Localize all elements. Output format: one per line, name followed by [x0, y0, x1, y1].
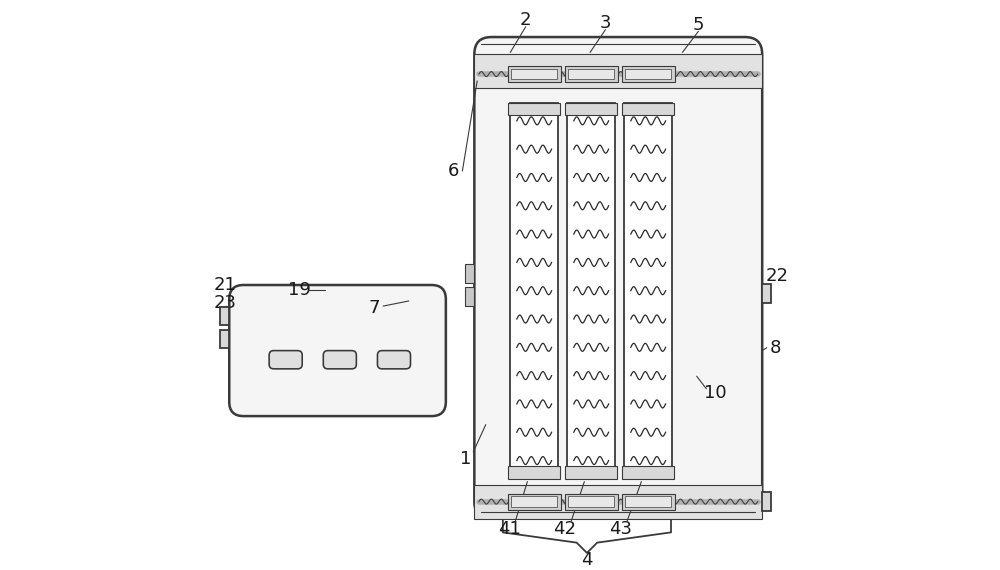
- Text: 6: 6: [448, 162, 459, 180]
- Text: 22: 22: [766, 267, 789, 286]
- Bar: [622, 66, 675, 82]
- Bar: [511, 69, 557, 79]
- Text: 19: 19: [288, 280, 311, 299]
- Bar: [568, 69, 614, 79]
- Bar: [508, 466, 560, 479]
- Text: 2: 2: [520, 11, 531, 29]
- Text: 43: 43: [609, 520, 632, 538]
- Bar: [625, 69, 671, 79]
- Bar: [762, 492, 771, 511]
- Bar: [622, 494, 675, 510]
- Text: 23: 23: [214, 294, 237, 312]
- Bar: [510, 103, 558, 479]
- Bar: [565, 66, 618, 82]
- Bar: [220, 307, 229, 325]
- Bar: [622, 466, 674, 479]
- Bar: [511, 496, 557, 507]
- Bar: [762, 284, 771, 303]
- FancyBboxPatch shape: [323, 351, 356, 369]
- FancyBboxPatch shape: [474, 37, 762, 519]
- Text: 7: 7: [369, 299, 380, 317]
- Bar: [474, 54, 762, 88]
- Bar: [508, 66, 561, 82]
- Text: 5: 5: [693, 15, 704, 34]
- Bar: [474, 484, 762, 519]
- FancyBboxPatch shape: [229, 285, 446, 416]
- Bar: [508, 103, 560, 115]
- FancyBboxPatch shape: [377, 351, 411, 369]
- Bar: [465, 264, 474, 283]
- Text: 41: 41: [498, 520, 521, 538]
- Text: 10: 10: [704, 384, 727, 402]
- Bar: [220, 330, 229, 348]
- Bar: [565, 494, 618, 510]
- Bar: [568, 496, 614, 507]
- Bar: [622, 103, 674, 115]
- Bar: [508, 494, 561, 510]
- Text: 4: 4: [581, 551, 593, 569]
- Bar: [565, 466, 617, 479]
- Text: 42: 42: [553, 520, 576, 538]
- Text: 8: 8: [770, 339, 782, 357]
- Text: 1: 1: [460, 450, 471, 468]
- Bar: [567, 103, 615, 479]
- Bar: [565, 103, 617, 115]
- Bar: [625, 496, 671, 507]
- Bar: [465, 287, 474, 306]
- Bar: [624, 103, 672, 479]
- FancyBboxPatch shape: [269, 351, 302, 369]
- Text: 3: 3: [600, 14, 611, 32]
- Text: 21: 21: [214, 276, 237, 294]
